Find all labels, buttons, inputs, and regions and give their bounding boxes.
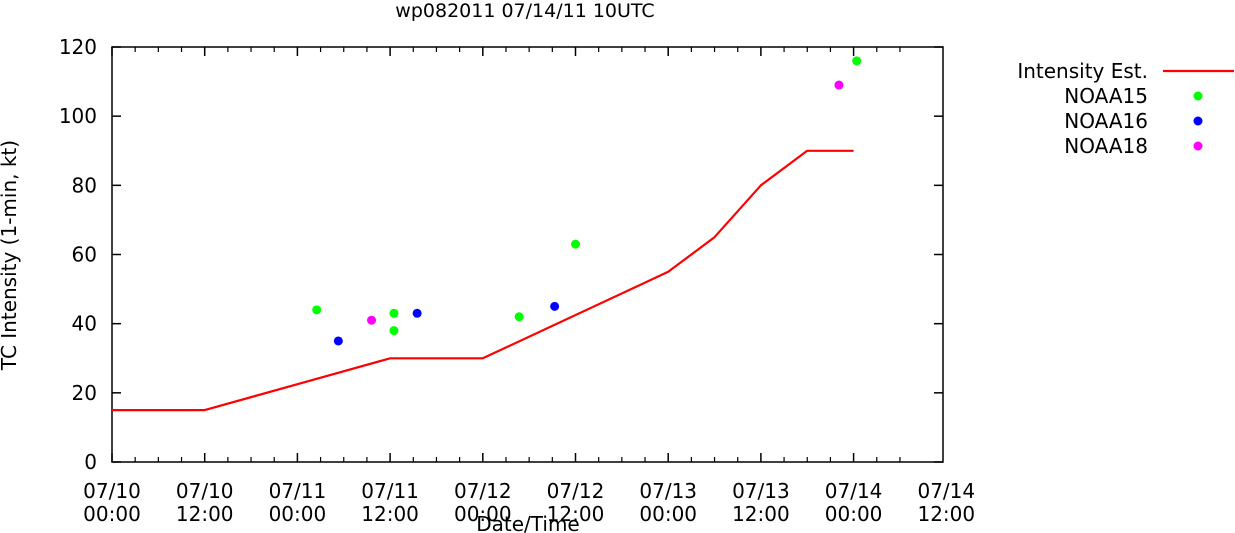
data-point-noaa15 xyxy=(852,56,862,66)
axis-tick-labels: 02040608010012007/1000:0007/1012:0007/11… xyxy=(59,35,975,526)
chart-title: wp082011 07/14/11 10UTC xyxy=(395,0,654,22)
x-tick-label-time: 12:00 xyxy=(361,502,419,526)
y-tick-label: 100 xyxy=(59,104,97,128)
x-tick-label-time: 12:00 xyxy=(917,502,975,526)
x-tick-label-time: 12:00 xyxy=(176,502,234,526)
data-point-noaa15 xyxy=(389,326,399,336)
y-tick-label: 0 xyxy=(84,450,97,474)
x-tick-label-time: 00:00 xyxy=(83,502,141,526)
data-point-noaa18 xyxy=(834,80,844,90)
x-tick-label-time: 00:00 xyxy=(454,502,512,526)
legend-swatch-point xyxy=(1193,116,1203,126)
legend-swatch-point xyxy=(1193,141,1203,151)
axis-ticks xyxy=(111,46,943,463)
x-tick-label-date: 07/13 xyxy=(732,479,790,503)
x-tick-label-date: 07/13 xyxy=(639,479,697,503)
series-layer xyxy=(112,56,862,412)
y-tick-label: 20 xyxy=(72,381,97,405)
data-point-noaa16 xyxy=(412,308,422,318)
legend-label: Intensity Est. xyxy=(1017,59,1148,83)
x-tick-label-time: 00:00 xyxy=(825,502,883,526)
x-tick-label-date: 07/12 xyxy=(454,479,512,503)
data-point-noaa18 xyxy=(367,315,377,325)
data-point-noaa16 xyxy=(550,301,560,311)
x-tick-label-date: 07/12 xyxy=(547,479,605,503)
data-point-noaa15 xyxy=(389,308,399,318)
x-tick-label-date: 07/11 xyxy=(269,479,327,503)
y-tick-label: 80 xyxy=(72,173,97,197)
legend-label: NOAA16 xyxy=(1064,109,1148,133)
data-point-noaa16 xyxy=(333,336,343,346)
y-axis-title: TC Intensity (1-min, kt) xyxy=(0,140,21,371)
x-tick-label-date: 07/10 xyxy=(176,479,234,503)
x-tick-label-date: 07/10 xyxy=(83,479,141,503)
x-tick-label-time: 00:00 xyxy=(639,502,697,526)
data-point-noaa15 xyxy=(514,312,524,322)
x-tick-label-date: 07/14 xyxy=(917,479,975,503)
legend-label: NOAA18 xyxy=(1064,134,1148,158)
x-tick-label-time: 00:00 xyxy=(269,502,327,526)
y-tick-label: 60 xyxy=(72,243,97,267)
y-tick-label: 120 xyxy=(59,35,97,59)
legend-label: NOAA15 xyxy=(1064,84,1148,108)
y-tick-label: 40 xyxy=(72,312,97,336)
data-point-noaa15 xyxy=(312,305,322,315)
x-tick-label-date: 07/14 xyxy=(825,479,883,503)
x-tick-label-time: 12:00 xyxy=(732,502,790,526)
legend-swatch-point xyxy=(1193,91,1203,101)
x-tick-label-date: 07/11 xyxy=(361,479,419,503)
x-axis-title: Date/Time xyxy=(476,512,580,533)
series-line-intensity-est xyxy=(112,149,854,412)
plot-frame xyxy=(111,46,944,463)
data-point-noaa15 xyxy=(571,239,580,249)
x-tick-label-time: 12:00 xyxy=(547,502,605,526)
